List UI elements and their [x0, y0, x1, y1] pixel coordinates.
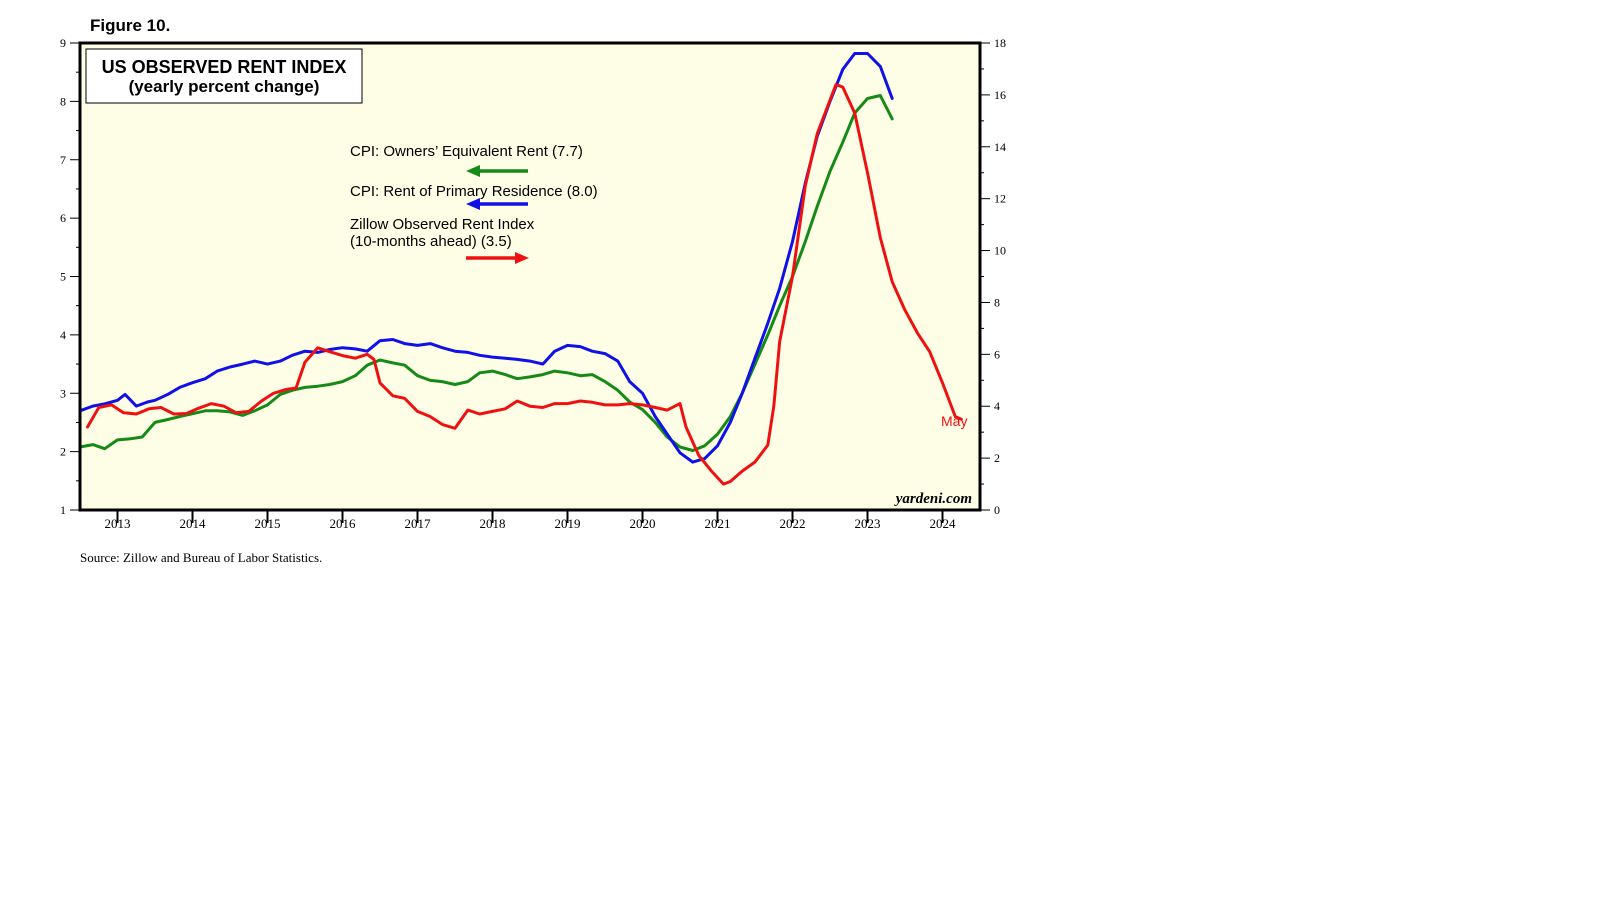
legend-label-zillow: Zillow Observed Rent Index (10-months ah… [350, 216, 538, 250]
x-tick-label: 2022 [780, 516, 806, 531]
plot-frame [78, 41, 982, 512]
legend-arrow-zillow [466, 252, 529, 264]
left-tick-label: 7 [60, 153, 66, 167]
title-box [85, 48, 363, 104]
legend-label-oer: CPI: Owners’ Equivalent Rent (7.7) [350, 143, 583, 160]
left-tick-label: 8 [60, 94, 66, 108]
left-tick-label: 3 [60, 386, 66, 400]
left-tick-label: 2 [60, 445, 66, 459]
plot-area [80, 43, 980, 510]
right-tick-label: 2 [994, 451, 1000, 465]
right-tick-label: 16 [994, 88, 1006, 102]
series-line-rent-primary-residence [78, 52, 894, 464]
left-tick-label: 9 [60, 36, 66, 50]
right-tick-label: 14 [994, 140, 1006, 154]
right-tick-label: 6 [994, 347, 1000, 361]
left-tick-label: 6 [60, 211, 66, 225]
figure-label: Figure 10. [90, 16, 170, 35]
right-tick-label: 0 [994, 503, 1000, 517]
series-layer [78, 52, 963, 486]
right-tick-label: 12 [994, 192, 1006, 206]
legend-arrow-oer [466, 165, 528, 177]
x-tick-label: 2021 [705, 516, 731, 531]
watermark: yardeni.com [894, 491, 972, 507]
legend: CPI: Owners’ Equivalent Rent (7.7) CPI: … [350, 143, 598, 264]
legend-arrow-rent [466, 198, 528, 210]
x-tick-label: 2014 [180, 516, 207, 531]
end-label-may: May [941, 413, 967, 429]
x-tick-label: 2016 [330, 516, 357, 531]
x-tick-label: 2023 [855, 516, 881, 531]
x-tick-label: 2017 [405, 516, 432, 531]
chart-title: US OBSERVED RENT INDEX [102, 57, 347, 77]
series-line-owners-equivalent-rent [78, 94, 894, 452]
right-tick-label: 10 [994, 244, 1006, 258]
x-tick-label: 2015 [255, 516, 281, 531]
legend-label-rent: CPI: Rent of Primary Residence (8.0) [350, 183, 598, 200]
left-tick-label: 1 [60, 503, 66, 517]
x-tick-label: 2024 [930, 516, 957, 531]
x-tick-label: 2020 [630, 516, 656, 531]
x-tick-label: 2013 [105, 516, 131, 531]
right-tick-label: 18 [994, 36, 1006, 50]
x-tick-label: 2019 [555, 516, 581, 531]
x-tick-label: 2018 [480, 516, 506, 531]
series-line-zillow [86, 83, 963, 486]
right-tick-label: 4 [994, 399, 1000, 413]
right-tick-label: 8 [994, 295, 1000, 309]
left-tick-label: 5 [60, 270, 66, 284]
source-note: Source: Zillow and Bureau of Labor Stati… [80, 550, 322, 565]
left-tick-label: 4 [60, 328, 66, 342]
chart-subtitle: (yearly percent change) [129, 77, 320, 96]
